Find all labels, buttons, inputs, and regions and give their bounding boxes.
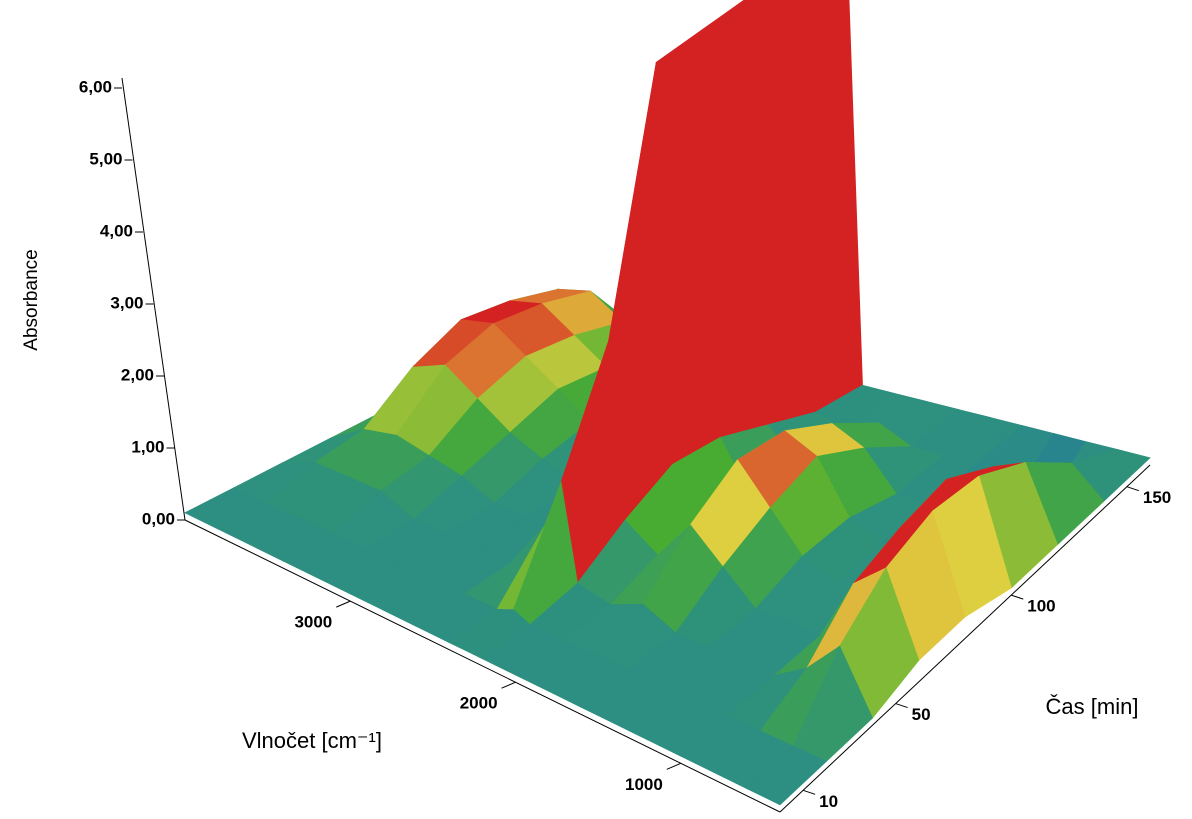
y-tick [1011,594,1024,600]
z-tick-label: 2,00 [121,365,154,384]
x-tick-label: 1000 [625,775,663,794]
y-tick [895,703,908,709]
y-axis-label: Čas [min] [1046,694,1139,719]
surface-patch [746,745,828,806]
y-tick [1126,486,1140,492]
y-tick-label: 10 [819,792,838,811]
x-tick [336,600,351,608]
z-tick-label: 0,00 [142,509,175,528]
y-tick-label: 50 [912,705,931,724]
z-axis [121,77,186,521]
x-tick-label: 2000 [460,694,498,713]
z-tick-label: 1,00 [131,437,164,456]
z-tick-label: 4,00 [100,221,133,240]
z-axis-label: Absorbance [21,249,42,350]
z-tick-label: 3,00 [110,293,143,312]
y-tick-label: 100 [1027,597,1055,616]
x-tick [666,762,682,770]
y-tick-label: 150 [1143,488,1171,507]
y-tick [802,789,816,795]
y-axis [779,464,1151,813]
x-tick-label: 3000 [294,613,332,632]
x-tick [501,681,516,689]
z-tick-label: 5,00 [89,149,122,168]
x-axis-label: Vlnočet [cm⁻¹] [242,728,382,753]
z-tick-label: 6,00 [79,77,112,96]
